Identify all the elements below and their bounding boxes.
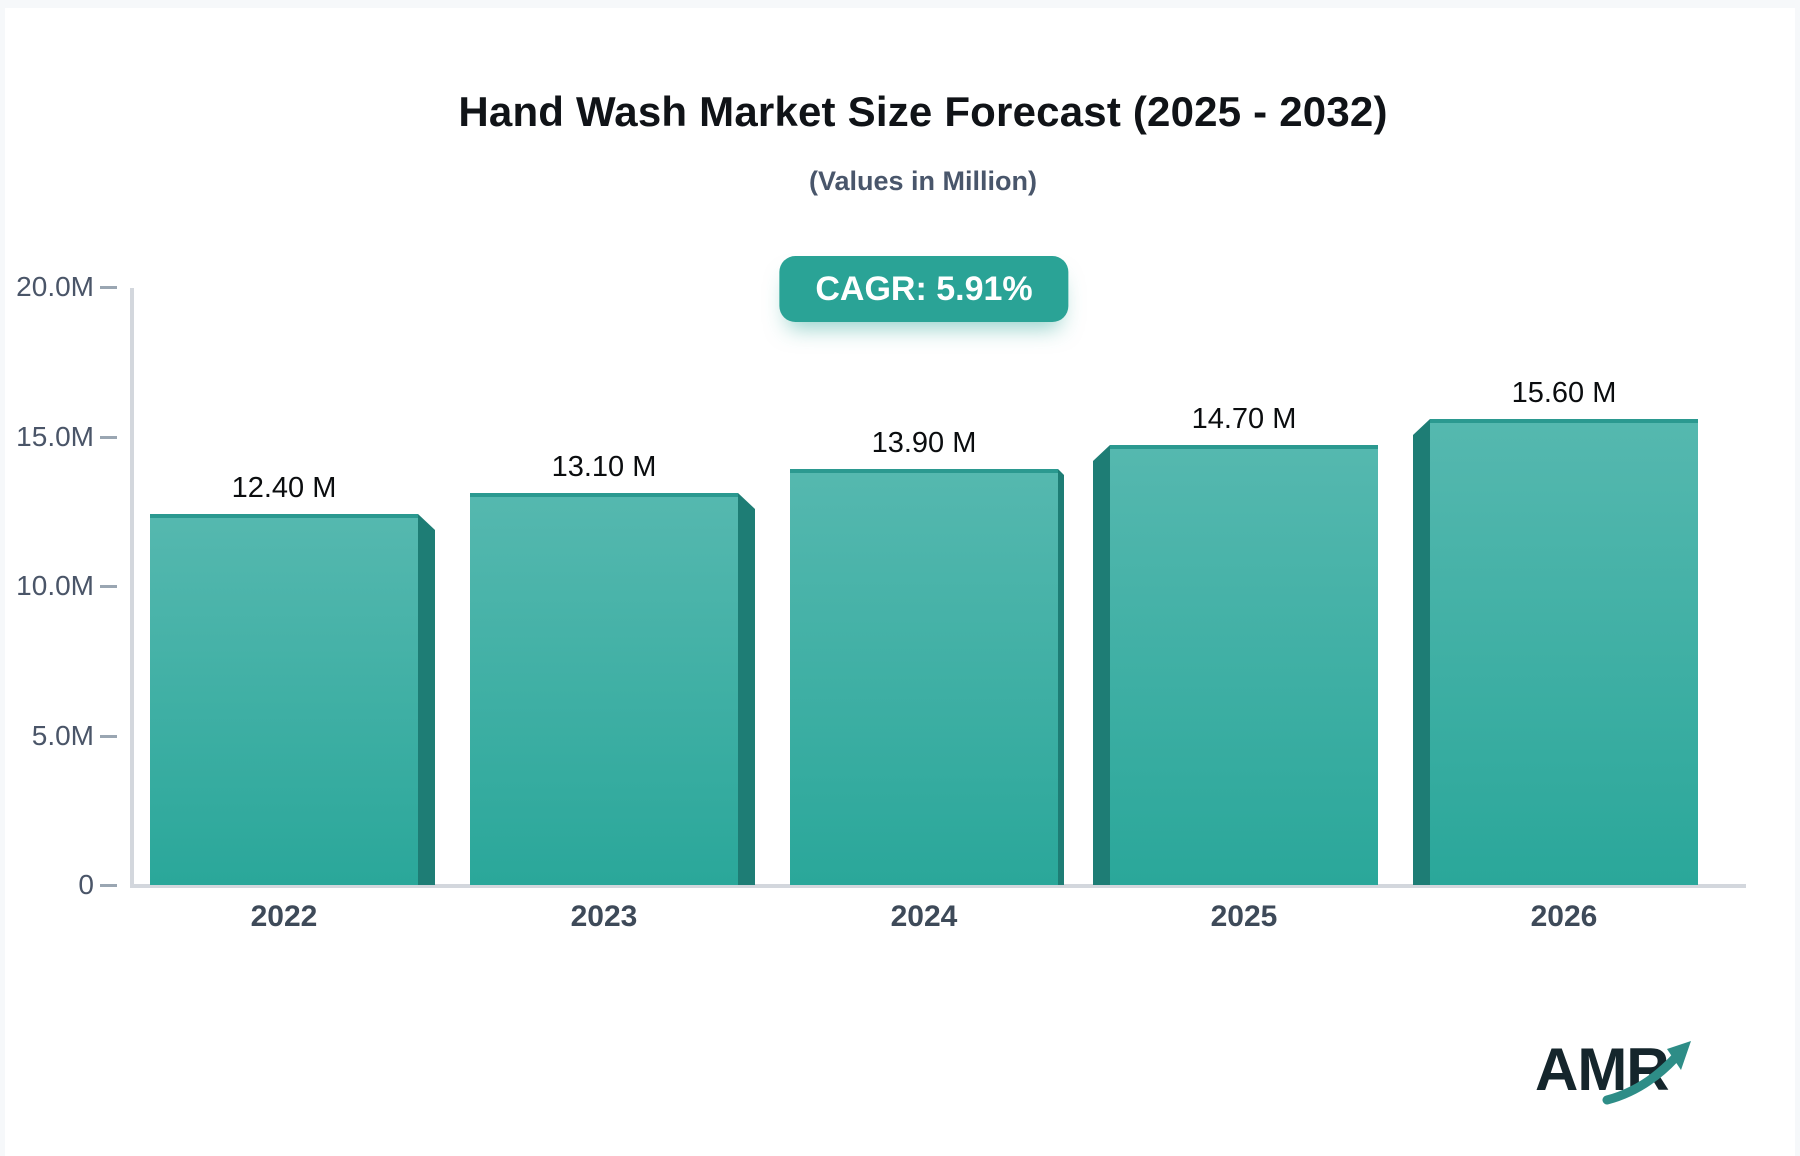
x-axis-label-2025: 2025 (1210, 900, 1278, 933)
y-axis-line (130, 288, 134, 888)
y-axis-label-20.0M: 20.0M (16, 271, 94, 302)
bar-value-label-2022: 12.40 M (231, 472, 337, 504)
bar-side-2022 (418, 514, 435, 885)
chart-header: Hand Wash Market Size Forecast (2025 - 2… (0, 86, 1800, 198)
bar-side-2026 (1413, 419, 1430, 885)
cagr-badge: CAGR: 5.91% (779, 256, 1069, 322)
y-axis-label-15.0M: 15.0M (16, 420, 94, 452)
y-axis-tick-0 (100, 884, 117, 887)
bar-2025 (1110, 445, 1378, 885)
chart-subtitle: (Values in Million) (808, 166, 1038, 196)
x-axis-label-2024: 2024 (890, 900, 958, 933)
x-axis-line (130, 884, 1746, 888)
x-axis-label-2023: 2023 (570, 900, 638, 933)
y-axis-label-0: 0 (78, 869, 94, 900)
y-axis-tick-15.0M (100, 435, 117, 439)
bar-value-label-2023: 13.10 M (551, 451, 657, 483)
bar-2024 (790, 469, 1058, 885)
y-axis-label-5.0M: 5.0M (31, 719, 94, 751)
bar-side-2024 (1058, 469, 1064, 885)
bar-side-2025 (1093, 445, 1110, 885)
y-axis-tick-20.0M (100, 286, 117, 289)
amr-logo-text: AMR (1535, 1036, 1669, 1103)
plot-area: 0 5.0M 10.0M 15.0M 20.0M 12.40 M 2022 13.10 M 20… (16, 272, 1746, 933)
x-axis-label-2026: 2026 (1530, 900, 1598, 933)
bar-2023 (470, 493, 738, 885)
y-axis-label-10.0M: 10.0M (16, 570, 94, 601)
amr-logo-arrow-head-icon (1667, 1041, 1691, 1070)
amr-logo: AMR (1535, 1036, 1691, 1105)
bar-side-2023 (738, 493, 755, 885)
bar-value-label-2026: 15.60 M (1511, 377, 1617, 409)
bar-2026 (1430, 419, 1698, 885)
y-axis-tick-5.0M (100, 734, 117, 738)
bar-value-label-2024: 13.90 M (871, 427, 977, 459)
y-axis-tick-10.0M (100, 585, 117, 588)
chart-title: Hand Wash Market Size Forecast (2025 - 2… (458, 88, 1388, 135)
amr-logo-arrow-swoosh (1602, 1053, 1680, 1105)
x-axis-label-2022: 2022 (250, 900, 318, 933)
bar-2022 (150, 514, 418, 885)
bar-value-label-2025: 14.70 M (1191, 403, 1297, 435)
